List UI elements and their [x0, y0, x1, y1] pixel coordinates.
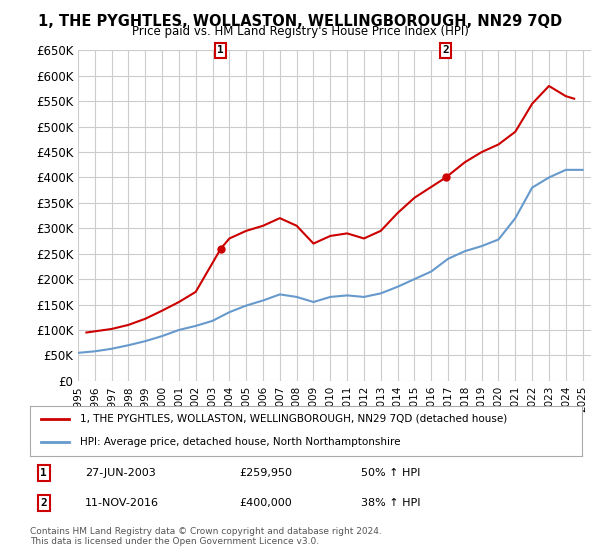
- Text: 1, THE PYGHTLES, WOLLASTON, WELLINGBOROUGH, NN29 7QD (detached house): 1, THE PYGHTLES, WOLLASTON, WELLINGBOROU…: [80, 414, 507, 423]
- Text: £259,950: £259,950: [240, 468, 293, 478]
- Text: HPI: Average price, detached house, North Northamptonshire: HPI: Average price, detached house, Nort…: [80, 437, 400, 447]
- Text: £400,000: £400,000: [240, 498, 293, 508]
- Text: Contains HM Land Registry data © Crown copyright and database right 2024.
This d: Contains HM Land Registry data © Crown c…: [30, 526, 382, 546]
- Text: 1: 1: [40, 468, 47, 478]
- Text: 11-NOV-2016: 11-NOV-2016: [85, 498, 159, 508]
- Text: 27-JUN-2003: 27-JUN-2003: [85, 468, 156, 478]
- Text: 1, THE PYGHTLES, WOLLASTON, WELLINGBOROUGH, NN29 7QD: 1, THE PYGHTLES, WOLLASTON, WELLINGBOROU…: [38, 14, 562, 29]
- Text: 1: 1: [217, 45, 224, 55]
- Text: 38% ↑ HPI: 38% ↑ HPI: [361, 498, 421, 508]
- Text: Price paid vs. HM Land Registry's House Price Index (HPI): Price paid vs. HM Land Registry's House …: [131, 25, 469, 38]
- Text: 50% ↑ HPI: 50% ↑ HPI: [361, 468, 421, 478]
- Text: 2: 2: [442, 45, 449, 55]
- Text: 2: 2: [40, 498, 47, 508]
